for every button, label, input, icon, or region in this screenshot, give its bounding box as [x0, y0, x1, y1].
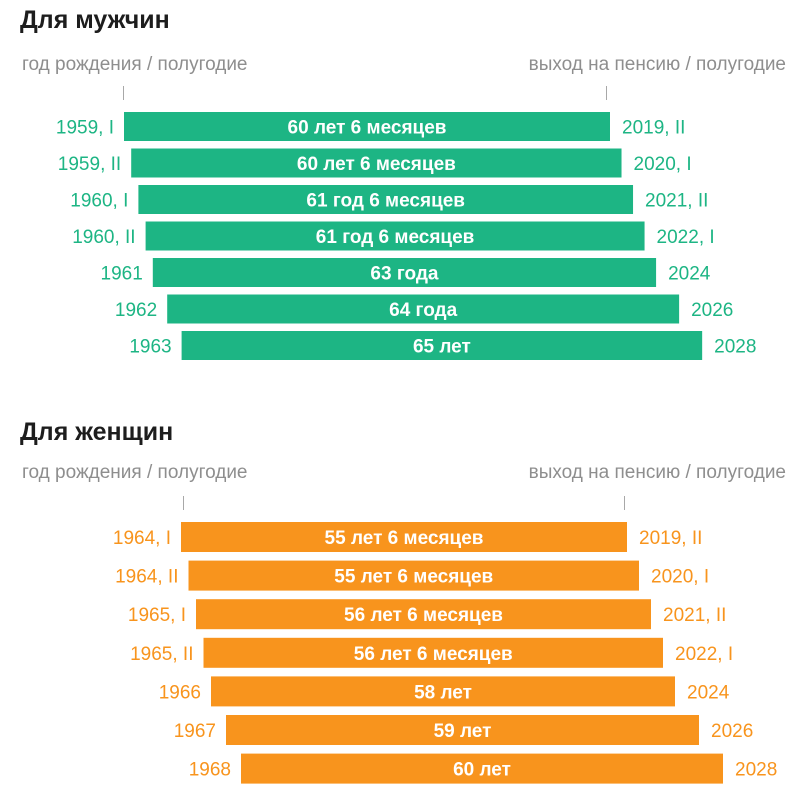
women-bar-5 [211, 676, 675, 707]
women-birth-label-3: 1965, I [128, 605, 186, 626]
women-bar-label-1: 55 лет 6 месяцев [325, 528, 484, 549]
men-bar-label-5: 63 года [370, 264, 438, 285]
women-bar-label-2: 55 лет 6 месяцев [334, 567, 493, 588]
women-bar-7 [241, 753, 723, 784]
men-retire-label-7: 2028 [714, 337, 756, 358]
women-bar-2 [188, 560, 639, 591]
women-birth-label-1: 1964, I [113, 528, 171, 549]
women-retire-label-3: 2021, II [663, 605, 726, 626]
women-retire-label-2: 2020, I [651, 567, 709, 588]
women-retire-label-4: 2022, I [675, 644, 733, 665]
women-bar-6 [226, 715, 699, 745]
women-birth-label-6: 1967 [174, 721, 216, 742]
men-birth-label-6: 1962 [115, 300, 157, 321]
women-bar-1 [181, 522, 627, 552]
men-section-title: Для мужчин [20, 6, 170, 34]
men-retire-header: выход на пенсию / полугодие [528, 54, 786, 75]
men-retire-label-6: 2026 [691, 300, 733, 321]
men-bar-5 [152, 258, 657, 287]
men-left-tick [123, 86, 124, 100]
men-bar-3 [138, 185, 634, 214]
women-retire-header: выход на пенсию / полугодие [528, 462, 786, 483]
women-bar-label-3: 56 лет 6 месяцев [344, 605, 503, 626]
men-birth-label-4: 1960, II [72, 227, 135, 248]
women-retire-label-6: 2026 [711, 721, 753, 742]
women-retire-label-1: 2019, II [639, 528, 702, 549]
men-bar-label-6: 64 года [389, 300, 457, 321]
women-bar-3 [196, 599, 651, 630]
women-birth-label-4: 1965, II [130, 644, 193, 665]
men-bar-6 [167, 294, 680, 324]
men-bar-label-4: 61 год 6 месяцев [316, 227, 475, 248]
men-birth-label-2: 1959, II [58, 154, 121, 175]
women-retire-label-5: 2024 [687, 682, 730, 703]
men-birth-label-5: 1961 [101, 264, 143, 285]
men-retire-label-1: 2019, II [622, 118, 685, 139]
men-bar-label-1: 60 лет 6 месяцев [288, 118, 447, 139]
women-bar-label-5: 58 лет [414, 682, 472, 703]
men-birth-header: год рождения / полугодие [22, 54, 248, 75]
women-right-tick [624, 496, 625, 510]
men-birth-label-3: 1960, I [70, 191, 128, 212]
men-retire-label-3: 2021, II [645, 191, 708, 212]
men-retire-label-4: 2022, I [657, 227, 715, 248]
men-bar-4 [145, 221, 645, 251]
women-birth-header: год рождения / полугодие [22, 462, 248, 483]
women-birth-label-2: 1964, II [115, 567, 178, 588]
women-section-title: Для женщин [20, 418, 174, 446]
men-retire-label-2: 2020, I [634, 154, 692, 175]
women-retire-label-7: 2028 [735, 760, 777, 781]
men-birth-label-1: 1959, I [56, 118, 114, 139]
men-bar-1 [124, 112, 610, 141]
men-right-tick [606, 86, 607, 100]
women-bar-label-4: 56 лет 6 месяцев [354, 644, 513, 665]
women-birth-label-5: 1966 [159, 682, 201, 703]
men-retire-label-5: 2024 [668, 264, 711, 285]
women-left-tick [183, 496, 184, 510]
men-bar-label-7: 65 лет [413, 337, 471, 358]
men-bar-label-3: 61 год 6 месяцев [306, 191, 465, 212]
men-bar-7 [181, 331, 703, 360]
men-birth-label-7: 1963 [129, 337, 171, 358]
men-bar-label-2: 60 лет 6 месяцев [297, 154, 456, 175]
men-bar-2 [131, 148, 622, 178]
women-bar-4 [203, 637, 663, 668]
women-birth-label-7: 1968 [189, 760, 231, 781]
women-bar-label-6: 59 лет [434, 721, 492, 742]
women-bar-label-7: 60 лет [453, 760, 511, 781]
